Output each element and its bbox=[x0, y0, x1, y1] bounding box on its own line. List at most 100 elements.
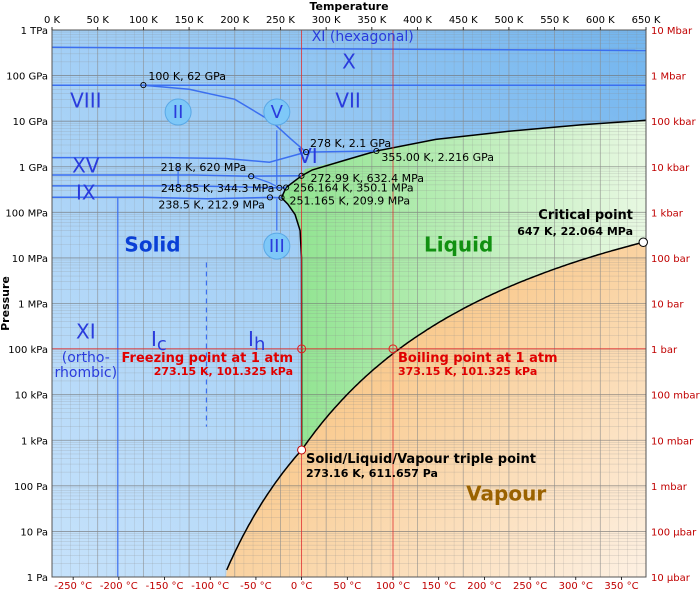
phase-label: VIII bbox=[70, 89, 101, 113]
freezing-point-value: 273.15 K, 101.325 kPa bbox=[154, 365, 293, 378]
top-tick-label: 50 K bbox=[86, 15, 109, 26]
right-tick-label: 10 kbar bbox=[651, 163, 690, 174]
left-tick-label: 1 GPa bbox=[19, 163, 48, 174]
top-tick-label: 350 K bbox=[357, 15, 386, 26]
vii-viii-boundary bbox=[143, 84, 307, 153]
melting-curve-vi bbox=[301, 150, 377, 177]
phase-label: rhombic) bbox=[55, 365, 118, 381]
left-tick-label: 1 Pa bbox=[27, 573, 48, 584]
top-tick-label: 450 K bbox=[449, 15, 478, 26]
point-marker bbox=[276, 184, 283, 191]
right-tick-label: 10 bar bbox=[651, 300, 684, 311]
phase-circle bbox=[263, 232, 291, 260]
right-tick-label: 100 mbar bbox=[651, 391, 700, 402]
vaporization-curve bbox=[300, 241, 642, 451]
phase-label: XI (hexagonal) bbox=[312, 29, 414, 45]
point-label: 251.165 K, 209.9 MPa bbox=[290, 195, 411, 208]
ih-ii-boundary bbox=[52, 196, 282, 200]
right-tick-label: 1 Mbar bbox=[651, 72, 687, 83]
phase-label: Vapour bbox=[466, 481, 546, 505]
x-axis-label: Temperature bbox=[309, 0, 388, 13]
boiling-point-marker bbox=[388, 344, 398, 354]
point-label: 272.99 K, 632.4 MPa bbox=[310, 172, 424, 185]
vapour-region bbox=[226, 242, 646, 577]
phase-label: XI bbox=[76, 320, 96, 344]
right-tick-label: 10 Mbar bbox=[651, 26, 693, 37]
phase-label: Solid bbox=[124, 233, 180, 257]
point-label: 256.164 K, 350.1 MPa bbox=[293, 182, 414, 195]
vi-vii-boundary bbox=[305, 150, 377, 153]
phase-circle bbox=[263, 98, 291, 126]
bottom-tick-label: 250 °C bbox=[513, 581, 547, 591]
top-tick-label: 600 K bbox=[586, 15, 615, 26]
y-axis-label: Pressure bbox=[0, 276, 12, 331]
top-tick-label: 250 K bbox=[266, 15, 295, 26]
point-marker bbox=[278, 194, 285, 201]
bottom-tick-label: -150 °C bbox=[146, 581, 184, 591]
right-tick-label: 100 bar bbox=[651, 254, 691, 265]
left-tick-label: 100 GPa bbox=[6, 72, 48, 83]
top-tick-label: 400 K bbox=[403, 15, 432, 26]
bottom-tick-label: -200 °C bbox=[100, 581, 138, 591]
freezing-point-title: Freezing point at 1 atm bbox=[121, 351, 293, 366]
top-tick-label: 650 K bbox=[632, 15, 661, 26]
melting-curve-vii bbox=[376, 119, 646, 152]
phase-label: X bbox=[342, 49, 356, 73]
point-label: 248.85 K, 344.3 MPa bbox=[161, 182, 275, 195]
phase-label: IX bbox=[76, 181, 96, 205]
point-marker bbox=[298, 172, 305, 179]
phase-label: VII bbox=[335, 89, 360, 113]
top-tick-label: 500 K bbox=[495, 15, 524, 26]
ice-phase-label: Ih bbox=[248, 326, 265, 355]
bottom-tick-label: 300 °C bbox=[559, 581, 593, 591]
bottom-tick-label: 150 °C bbox=[422, 581, 456, 591]
bottom-tick-label: 350 °C bbox=[604, 581, 638, 591]
left-tick-label: 10 MPa bbox=[12, 254, 48, 265]
viii-vi-boundary bbox=[52, 151, 307, 163]
right-tick-label: 1 mbar bbox=[651, 482, 688, 493]
triple-point-marker bbox=[297, 445, 307, 455]
left-tick-label: 1 kPa bbox=[21, 436, 48, 447]
bottom-tick-label: 0 °C bbox=[291, 581, 313, 591]
point-label: 238.5 K, 212.9 MPa bbox=[158, 198, 265, 211]
left-tick-label: 10 kPa bbox=[15, 391, 48, 402]
phase-circle bbox=[164, 98, 192, 126]
ice-phase-label: Ic bbox=[151, 326, 167, 355]
phase-label: (ortho- bbox=[62, 350, 110, 366]
top-tick-label: 150 K bbox=[175, 15, 204, 26]
bottom-tick-label: 50 °C bbox=[333, 581, 361, 591]
point-marker bbox=[140, 81, 147, 89]
point-marker bbox=[302, 149, 310, 156]
right-tick-label: 100 kbar bbox=[651, 117, 697, 128]
circled-phase-label: III bbox=[269, 236, 285, 257]
point-label: 278 K, 2.1 GPa bbox=[310, 137, 391, 150]
point-marker bbox=[373, 147, 380, 155]
boiling-point-value: 373.15 K, 101.325 kPa bbox=[398, 365, 537, 378]
phase-label: Liquid bbox=[424, 233, 493, 257]
point-marker bbox=[283, 184, 290, 191]
triple-point-value: 273.16 K, 611.657 Pa bbox=[306, 467, 438, 480]
critical-point-marker bbox=[638, 237, 648, 247]
circled-phase-label: V bbox=[271, 102, 284, 123]
x-xi-boundary bbox=[52, 46, 646, 52]
bottom-tick-label: -100 °C bbox=[191, 581, 229, 591]
critical-point-value: 647 K, 22.064 MPa bbox=[517, 225, 633, 238]
point-label: 355.00 K, 2.216 GPa bbox=[381, 151, 494, 164]
left-tick-label: 1 MPa bbox=[18, 300, 48, 311]
top-tick-label: 200 K bbox=[220, 15, 249, 26]
point-label: 100 K, 62 GPa bbox=[148, 70, 226, 83]
top-tick-label: 0 K bbox=[44, 15, 61, 26]
left-tick-label: 1 TPa bbox=[21, 26, 48, 37]
sublimation-curve bbox=[226, 449, 303, 571]
left-tick-label: 100 kPa bbox=[8, 345, 48, 356]
bottom-tick-label: 100 °C bbox=[376, 581, 410, 591]
top-tick-label: 300 K bbox=[312, 15, 341, 26]
right-tick-label: 1 kbar bbox=[651, 208, 684, 219]
bottom-tick-label: 200 °C bbox=[467, 581, 501, 591]
left-tick-label: 100 MPa bbox=[5, 208, 48, 219]
circled-phase-label: II bbox=[173, 102, 184, 123]
phase-label: XV bbox=[72, 153, 100, 177]
right-tick-label: 10 µbar bbox=[651, 573, 691, 584]
bottom-tick-label: -250 °C bbox=[54, 581, 92, 591]
